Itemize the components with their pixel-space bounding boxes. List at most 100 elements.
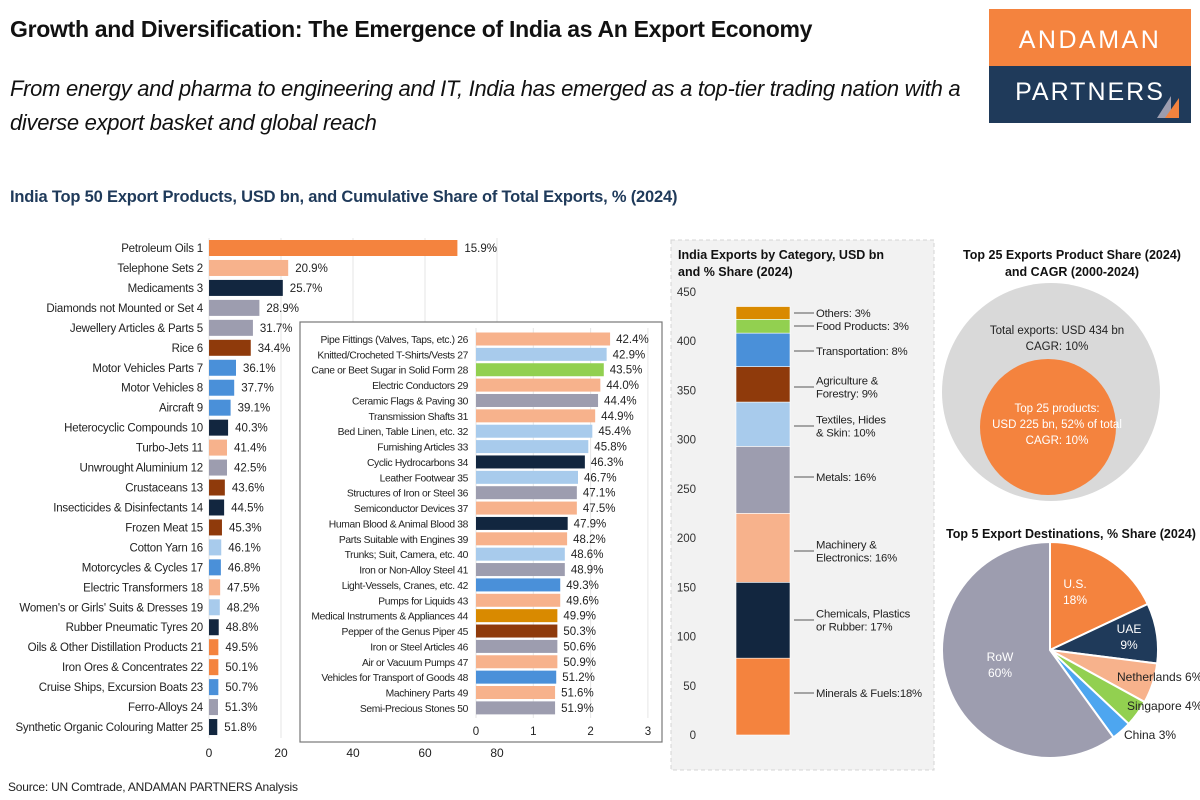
- bar-label: Oils & Other Distillation Products 21: [28, 642, 203, 654]
- bar: [209, 459, 227, 476]
- bar-share-label: 48.2%: [573, 534, 606, 546]
- bar-label: Vehicles for Transport of Goods 48: [321, 673, 468, 684]
- bar-label: Pumps for Liquids 43: [378, 596, 468, 607]
- bar-label: Semiconductor Devices 37: [354, 504, 469, 515]
- bar: [209, 479, 225, 496]
- bar-label: Furnishing Articles 33: [377, 443, 468, 454]
- bar-label: Pipe Fittings (Valves, Taps, etc.) 26: [321, 335, 469, 346]
- slice-label: 60%: [988, 666, 1012, 680]
- bar: [209, 539, 222, 556]
- top25-bar-chart: 0 20 40 60 80 Petroleum Oils 1 15.9% Telephone …: [15, 238, 504, 760]
- segment-label: & Skin: 10%: [816, 428, 875, 440]
- bar-label: Machinery Parts 49: [386, 689, 469, 700]
- segment-label: Metals: 16%: [816, 472, 876, 484]
- segment-label: Textiles, Hides: [816, 415, 886, 427]
- bar-share-label: 36.1%: [243, 363, 276, 375]
- bar-label: Crustaceans 13: [125, 483, 203, 495]
- y-tick-label: 50: [683, 681, 696, 693]
- bar-label: Iron or Non-Alloy Steel 41: [359, 566, 468, 577]
- destinations-pie-chart: Top 5 Export Destinations, % Share (2024…: [941, 527, 1200, 759]
- bar: [476, 701, 556, 715]
- bubble-label: CAGR: 10%: [1026, 341, 1089, 353]
- x-tick-label: 80: [490, 746, 504, 760]
- bar-share-label: 41.4%: [234, 443, 267, 455]
- x-tick-label: 20: [274, 746, 288, 760]
- bar-share-label: 48.6%: [571, 549, 604, 561]
- bar-share-label: 48.9%: [571, 565, 604, 577]
- bar-share-label: 47.1%: [583, 488, 616, 500]
- bar-label: Semi-Precious Stones 50: [360, 704, 469, 715]
- bar-share-label: 42.5%: [234, 463, 267, 475]
- bar-label: Iron Ores & Concentrates 22: [62, 662, 203, 674]
- bar: [476, 440, 589, 454]
- slice-label: China 3%: [1124, 728, 1176, 742]
- chart-title: and CAGR (2000-2024): [1005, 265, 1139, 279]
- bar: [209, 359, 236, 376]
- bar-label: Medicaments 3: [128, 283, 203, 295]
- x-tick-label: 40: [346, 746, 360, 760]
- bar: [209, 419, 229, 436]
- logo-line1: ANDAMAN: [989, 9, 1191, 66]
- bar-label: Light-Vessels, Cranes, etc. 42: [342, 581, 469, 592]
- bubble-label: Top 25 products:: [1014, 403, 1099, 415]
- bar: [476, 547, 565, 561]
- bar-share-label: 44.0%: [606, 380, 639, 392]
- stack-segment: [735, 446, 791, 514]
- bar-label: Cruise Ships, Excursion Boats 23: [39, 682, 203, 694]
- bar-label: Rubber Pneumatic Tyres 20: [66, 622, 203, 634]
- slice-label: UAE: [1117, 622, 1142, 636]
- bar: [209, 339, 251, 356]
- y-tick-label: 0: [690, 730, 696, 742]
- bar-share-label: 34.4%: [258, 343, 291, 355]
- page-title: Growth and Diversification: The Emergenc…: [10, 16, 813, 42]
- bar-share-label: 25.7%: [290, 283, 323, 295]
- bar: [476, 486, 577, 500]
- stack-segment: [735, 401, 791, 447]
- bubble-label: CAGR: 10%: [1026, 435, 1089, 447]
- bar: [476, 655, 558, 669]
- bar: [476, 470, 578, 484]
- bar-share-label: 49.6%: [566, 595, 599, 607]
- stack-segment: [735, 657, 791, 736]
- bar-share-label: 45.8%: [594, 442, 627, 454]
- y-tick-label: 300: [677, 435, 696, 447]
- bar-label: Motorcycles & Cycles 17: [82, 562, 203, 574]
- bar-label: Unwrought Aluminium 12: [80, 463, 203, 475]
- slice-label: U.S.: [1063, 577, 1086, 591]
- bar-label: Parts Suitable with Engines 39: [339, 535, 469, 546]
- bar-label: Rice 6: [172, 343, 203, 355]
- bar: [476, 501, 577, 515]
- bar: [476, 393, 599, 407]
- slice-label: RoW: [987, 650, 1014, 664]
- bar-share-label: 49.3%: [566, 580, 599, 592]
- bar-label: Aircraft 9: [159, 403, 203, 415]
- sail-icon: [1157, 96, 1179, 118]
- bar: [209, 719, 218, 736]
- bar: [476, 532, 568, 546]
- bar-label: Ferro-Alloys 24: [128, 702, 204, 714]
- segment-label: Machinery &: [816, 540, 877, 552]
- bar: [476, 639, 558, 653]
- bar-share-label: 44.5%: [231, 502, 264, 514]
- bar-label: Telephone Sets 2: [117, 263, 203, 275]
- top25-share-bubble: Top 25 Exports Product Share (2024) and C…: [942, 248, 1181, 501]
- bar: [476, 686, 556, 700]
- bar-label: Cane or Beet Sugar in Solid Form 28: [311, 366, 468, 377]
- bar-share-label: 42.9%: [613, 349, 646, 361]
- y-tick-label: 450: [677, 287, 696, 299]
- y-tick-label: 250: [677, 484, 696, 496]
- bar-share-label: 44.4%: [604, 395, 637, 407]
- bar-label: Insecticides & Disinfectants 14: [53, 502, 204, 514]
- top26-50-inset-chart: 0 1 2 3 Pipe Fittings (Valves, Taps, etc.) 2…: [299, 321, 663, 743]
- bar-label: Leather Footwear 35: [380, 473, 469, 484]
- chart-panel: [670, 239, 935, 771]
- bar-share-label: 51.9%: [561, 703, 594, 715]
- bar-label: Petroleum Oils 1: [121, 243, 203, 255]
- stack-segment: [735, 366, 791, 403]
- bar-label: Turbo-Jets 11: [136, 443, 203, 455]
- stack-segment: [735, 513, 791, 583]
- bar-share-label: 51.3%: [225, 702, 258, 714]
- bar: [209, 319, 253, 336]
- slice-label: Singapore 4%: [1127, 699, 1200, 713]
- bar: [476, 347, 607, 361]
